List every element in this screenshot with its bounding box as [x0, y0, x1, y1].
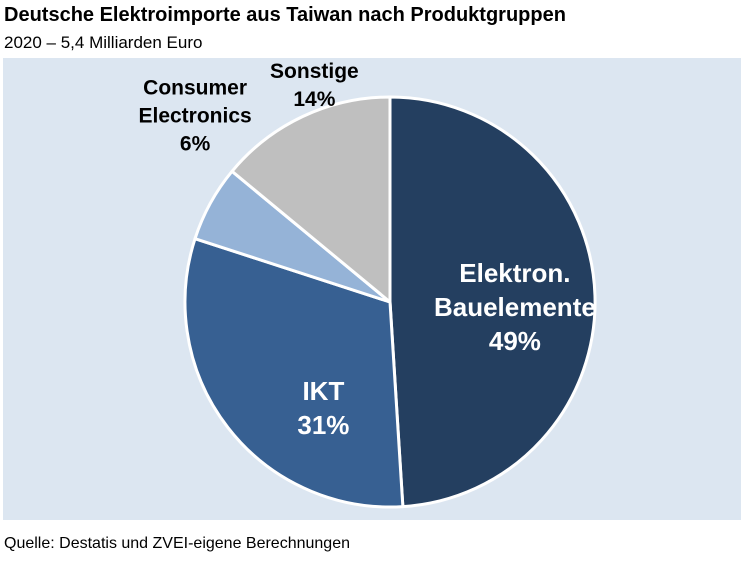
pie-slice — [183, 237, 405, 509]
slice-category-label: IKT — [302, 376, 344, 406]
slice-value-label: 6% — [180, 133, 211, 156]
slice-label: IKT 31% — [297, 376, 349, 440]
slice-label: Consumer Electronics 6% — [138, 77, 251, 156]
slice-value-label: 31% — [297, 410, 349, 440]
slice-category-label: Electronics — [138, 105, 251, 128]
slice-label: Sonstige 14% — [270, 60, 359, 111]
pie-slice — [230, 95, 392, 304]
slice-label: Elektron. Bauelemente 49% — [434, 258, 596, 356]
slice-value-label: 14% — [293, 88, 335, 111]
slice-category-label: Elektron. — [459, 258, 570, 288]
slice-category-label: Sonstige — [270, 60, 359, 83]
slice-value-label: 49% — [489, 326, 541, 356]
slice-category-label: Consumer — [143, 77, 247, 100]
chart-subtitle: 2020 – 5,4 Milliarden Euro — [4, 33, 203, 52]
source-note: Quelle: Destatis und ZVEI-eigene Berechn… — [4, 535, 350, 552]
pie-slice — [388, 95, 597, 509]
slice-category-label: Bauelemente — [434, 292, 596, 322]
chart-title: Deutsche Elektroimporte aus Taiwan nach … — [4, 4, 566, 26]
